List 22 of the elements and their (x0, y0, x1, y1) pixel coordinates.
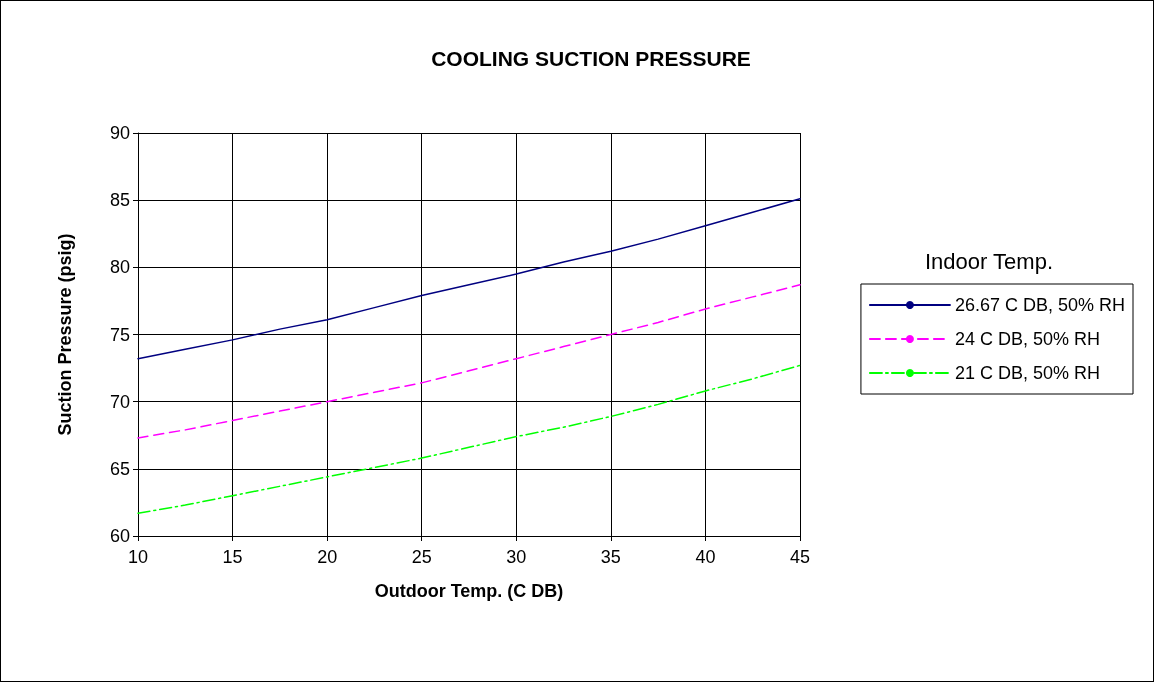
legend-label: 26.67 C DB, 50% RH (954, 295, 1125, 315)
x-axis-title: Outdoor Temp. (C DB) (374, 581, 564, 601)
y-tick-label: 75 (109, 324, 130, 345)
legend-title: Indoor Temp. (924, 248, 1054, 274)
legend-label: 21 C DB, 50% RH (954, 363, 1100, 383)
y-tick-label: 60 (109, 526, 130, 546)
x-tick-label: 40 (695, 547, 716, 567)
legend-label: 24 C DB, 50% RH (954, 329, 1100, 349)
x-tick-label: 45 (789, 547, 811, 567)
y-tick-label: 90 (109, 123, 130, 143)
y-tick-label: 80 (109, 257, 130, 278)
y-tick-label: 85 (109, 190, 130, 211)
y-tick-label: 65 (109, 458, 130, 479)
x-tick-label: 10 (127, 547, 149, 567)
x-tick-label: 35 (600, 547, 621, 567)
y-axis-title: Suction Pressure (psig) (55, 233, 75, 436)
x-tick-label: 30 (506, 547, 527, 567)
y-tick-label: 70 (109, 391, 130, 412)
x-tick-label: 25 (411, 547, 432, 567)
x-tick-label: 20 (317, 547, 338, 567)
x-tick-label: 15 (222, 547, 243, 567)
chart-title: COOLING SUCTION PRESSURE (431, 47, 751, 70)
